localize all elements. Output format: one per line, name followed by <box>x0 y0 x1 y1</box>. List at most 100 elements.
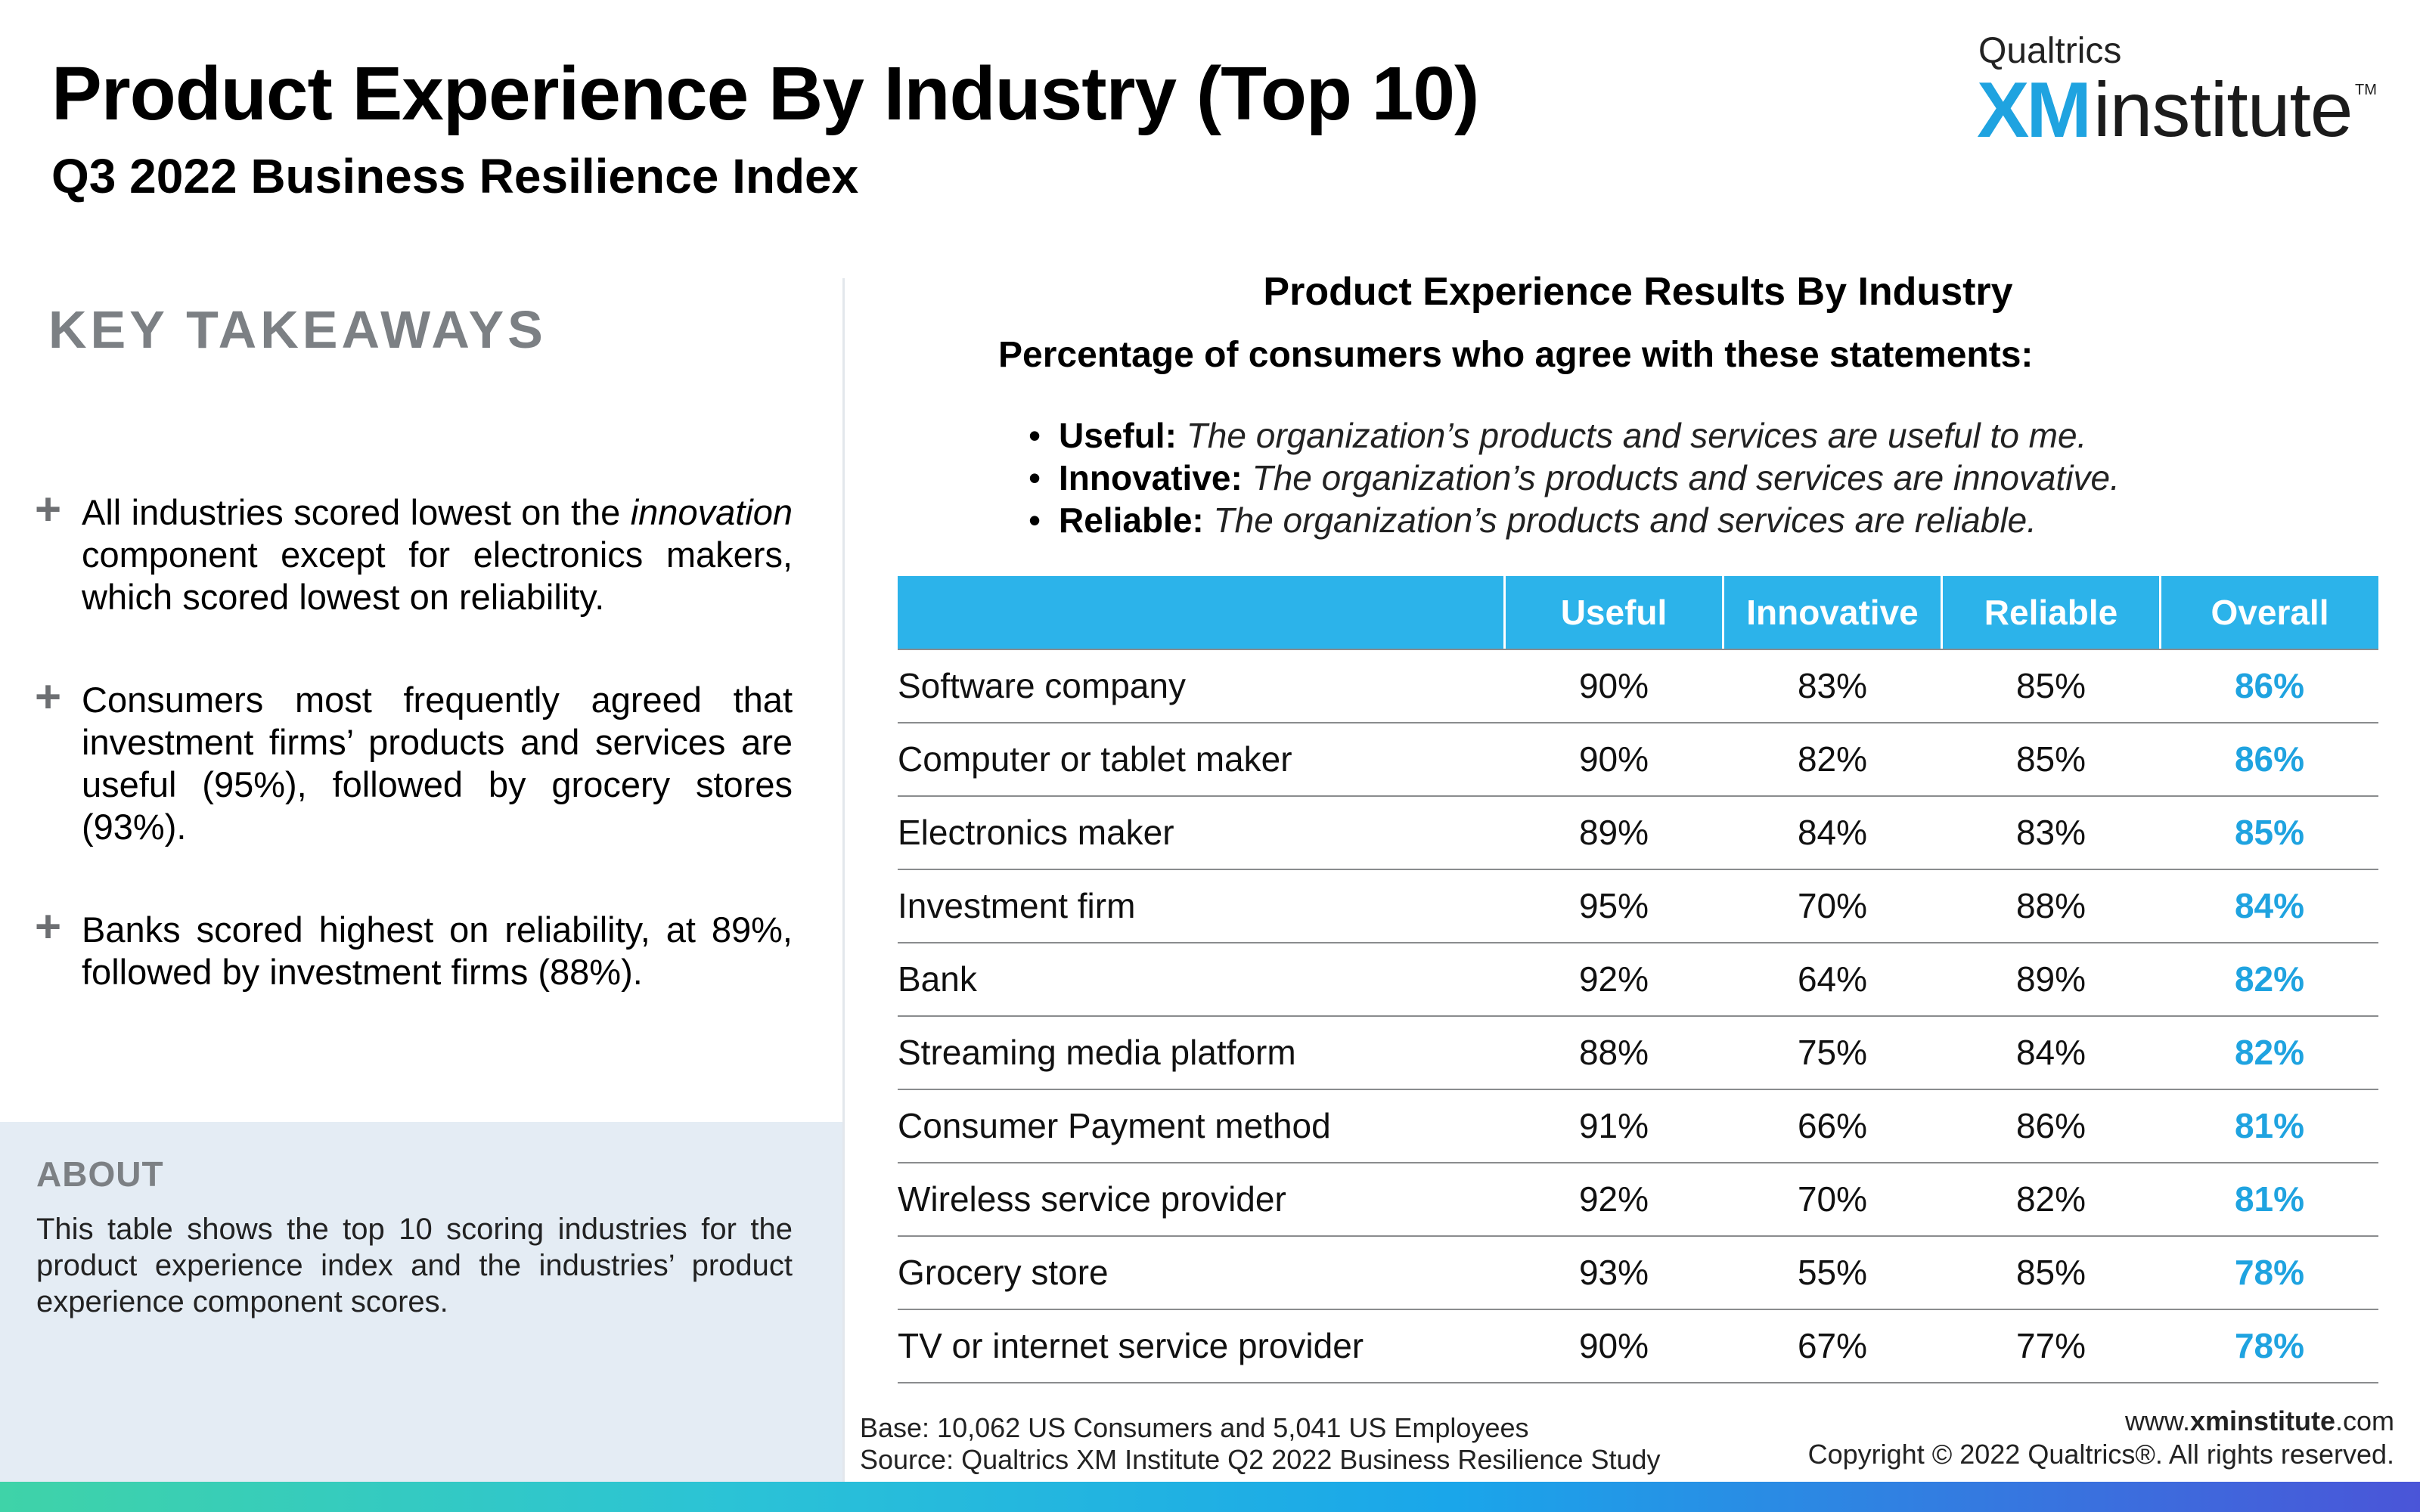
definition-item: • Reliable: The organization’s products a… <box>1028 499 2120 541</box>
footer-right: www.xminstitute.com Copyright © 2022 Qua… <box>1808 1405 2394 1471</box>
industry-cell: Grocery store <box>898 1253 1109 1292</box>
takeaway-emphasis: innovation <box>630 492 793 532</box>
definition-text: The organization’s products and services… <box>1186 416 2087 455</box>
useful-cell: 92% <box>1578 1179 1649 1219</box>
footnote-source: Source: Qualtrics XM Institute Q2 2022 B… <box>860 1444 1661 1475</box>
reliable-cell: 82% <box>2015 1179 2086 1219</box>
logo-institute-text: institute <box>2093 67 2353 153</box>
industry-cell: Electronics maker <box>898 813 1174 852</box>
industry-cell: Investment firm <box>898 886 1136 925</box>
definition-item: • Useful: The organization’s products and… <box>1028 414 2120 457</box>
definition-term: Innovative: <box>1059 458 1243 497</box>
industry-cell: Software company <box>898 666 1186 705</box>
industry-cell: Consumer Payment method <box>898 1106 1331 1145</box>
definitions-list: • Useful: The organization’s products and… <box>1028 414 2120 541</box>
header-separator <box>2159 576 2161 649</box>
useful-cell: 93% <box>1578 1253 1649 1292</box>
innovative-cell: 70% <box>1797 886 1868 925</box>
definition-term: Useful: <box>1059 416 1177 455</box>
table-row: Consumer Payment method 91% 66% 86% 81% <box>898 1090 2378 1163</box>
reliable-cell: 85% <box>2015 666 2086 705</box>
takeaways-list: + All industries scored lowest on the in… <box>35 487 793 1054</box>
table-row: Bank 92% 64% 89% 82% <box>898 943 2378 1017</box>
innovative-cell: 82% <box>1797 739 1868 779</box>
takeaway-text: component except for electronics makers,… <box>82 534 793 617</box>
innovative-cell: 67% <box>1797 1326 1868 1365</box>
useful-cell: 89% <box>1578 813 1649 852</box>
logo-qualtrics-text: Qualtrics <box>1978 31 2122 71</box>
header-rule <box>898 649 2378 650</box>
takeaway-text: Banks scored highest on reliability, at … <box>82 909 793 992</box>
plus-icon: + <box>35 671 62 722</box>
reliable-cell: 86% <box>2015 1106 2086 1145</box>
useful-cell: 90% <box>1578 666 1649 705</box>
table-row: Wireless service provider 92% 70% 82% 81% <box>898 1163 2378 1237</box>
overall-cell: 85% <box>2234 813 2305 852</box>
column-divider <box>842 278 845 1482</box>
table-body: Software company 90% 83% 85% 86% Computer or … <box>898 650 2378 1383</box>
website-link[interactable]: www.xminstitute.com <box>1808 1405 2394 1438</box>
table-row: Computer or tablet maker 90% 82% 85% 86% <box>898 723 2378 797</box>
table-row: Electronics maker 89% 84% 83% 85% <box>898 797 2378 870</box>
copyright: Copyright © 2022 Qualtrics®. All rights … <box>1807 1439 2394 1470</box>
bullet-dot-icon: • <box>1028 416 1041 455</box>
industry-cell: Computer or tablet maker <box>898 739 1292 779</box>
key-takeaways-heading: KEY TAKEAWAYS <box>48 300 547 359</box>
industry-cell: Streaming media platform <box>898 1033 1296 1072</box>
reliable-cell: 88% <box>2015 886 2086 925</box>
innovative-cell: 66% <box>1797 1106 1868 1145</box>
definition-item: • Innovative: The organization’s products… <box>1028 457 2120 499</box>
reliable-cell: 89% <box>2015 959 2086 999</box>
header-separator <box>1722 576 1724 649</box>
about-heading: ABOUT <box>36 1154 164 1194</box>
innovative-cell: 75% <box>1797 1033 1868 1072</box>
industry-cell: TV or internet service provider <box>898 1326 1364 1365</box>
reliable-cell: 77% <box>2015 1326 2086 1365</box>
url-domain: xminstitute <box>2189 1405 2335 1436</box>
results-table: Useful Innovative Reliable Overall Softw… <box>898 576 2378 1383</box>
industry-cell: Bank <box>898 959 977 999</box>
useful-cell: 92% <box>1578 959 1649 999</box>
definition-term: Reliable: <box>1059 500 1204 540</box>
reliable-cell: 85% <box>2015 1253 2086 1292</box>
column-header-innovative: Innovative <box>1746 593 1919 632</box>
takeaway-text: All industries scored lowest on the <box>82 492 631 532</box>
table-row: TV or internet service provider 90% 67% 77%… <box>898 1310 2378 1383</box>
header-separator <box>1503 576 1506 649</box>
takeaway-item: + Banks scored highest on reliability, a… <box>35 904 793 993</box>
xm-institute-logo: Qualtrics XM institute TM <box>1977 30 2377 150</box>
column-header-useful: Useful <box>1560 593 1668 632</box>
gradient-footer-bar <box>0 1482 2420 1512</box>
page-subtitle: Q3 2022 Business Resilience Index <box>51 149 859 203</box>
overall-cell: 86% <box>2234 739 2305 779</box>
bullet-dot-icon: • <box>1028 500 1041 540</box>
column-header-overall: Overall <box>2211 593 2329 632</box>
bullet-dot-icon: • <box>1028 458 1041 497</box>
url-suffix: .com <box>2335 1405 2394 1436</box>
table-row: Software company 90% 83% 85% 86% <box>898 650 2378 723</box>
about-panel: ABOUT This table shows the top 10 scorin… <box>0 1122 842 1482</box>
useful-cell: 91% <box>1578 1106 1649 1145</box>
useful-cell: 88% <box>1578 1033 1649 1072</box>
plus-icon: + <box>35 484 62 534</box>
header-separator <box>1941 576 1943 649</box>
results-title: Product Experience Results By Industry <box>1263 270 2013 314</box>
table-row: Grocery store 93% 55% 85% 78% <box>898 1237 2378 1310</box>
reliable-cell: 85% <box>2015 739 2086 779</box>
useful-cell: 90% <box>1578 1326 1649 1365</box>
overall-cell: 82% <box>2234 959 2305 999</box>
industry-cell: Wireless service provider <box>898 1179 1286 1219</box>
footnote-base: Base: 10,062 US Consumers and 5,041 US E… <box>860 1412 1529 1443</box>
overall-cell: 82% <box>2234 1033 2305 1072</box>
logo-xm-text: XM <box>1977 67 2092 154</box>
about-text: This table shows the top 10 scoring indu… <box>36 1213 793 1318</box>
overall-cell: 84% <box>2234 886 2305 925</box>
table-row: Streaming media platform 88% 75% 84% 82% <box>898 1017 2378 1090</box>
takeaway-item: + Consumers most frequently agreed that … <box>35 674 793 848</box>
table-row: Investment firm 95% 70% 88% 84% <box>898 870 2378 943</box>
definition-text: The organization’s products and services… <box>1252 458 2120 497</box>
results-subtitle: Percentage of consumers who agree with t… <box>998 335 2034 375</box>
takeaway-text: Consumers most frequently agreed that in… <box>82 680 793 847</box>
overall-cell: 81% <box>2234 1179 2305 1219</box>
url-prefix: www. <box>2124 1405 2190 1436</box>
